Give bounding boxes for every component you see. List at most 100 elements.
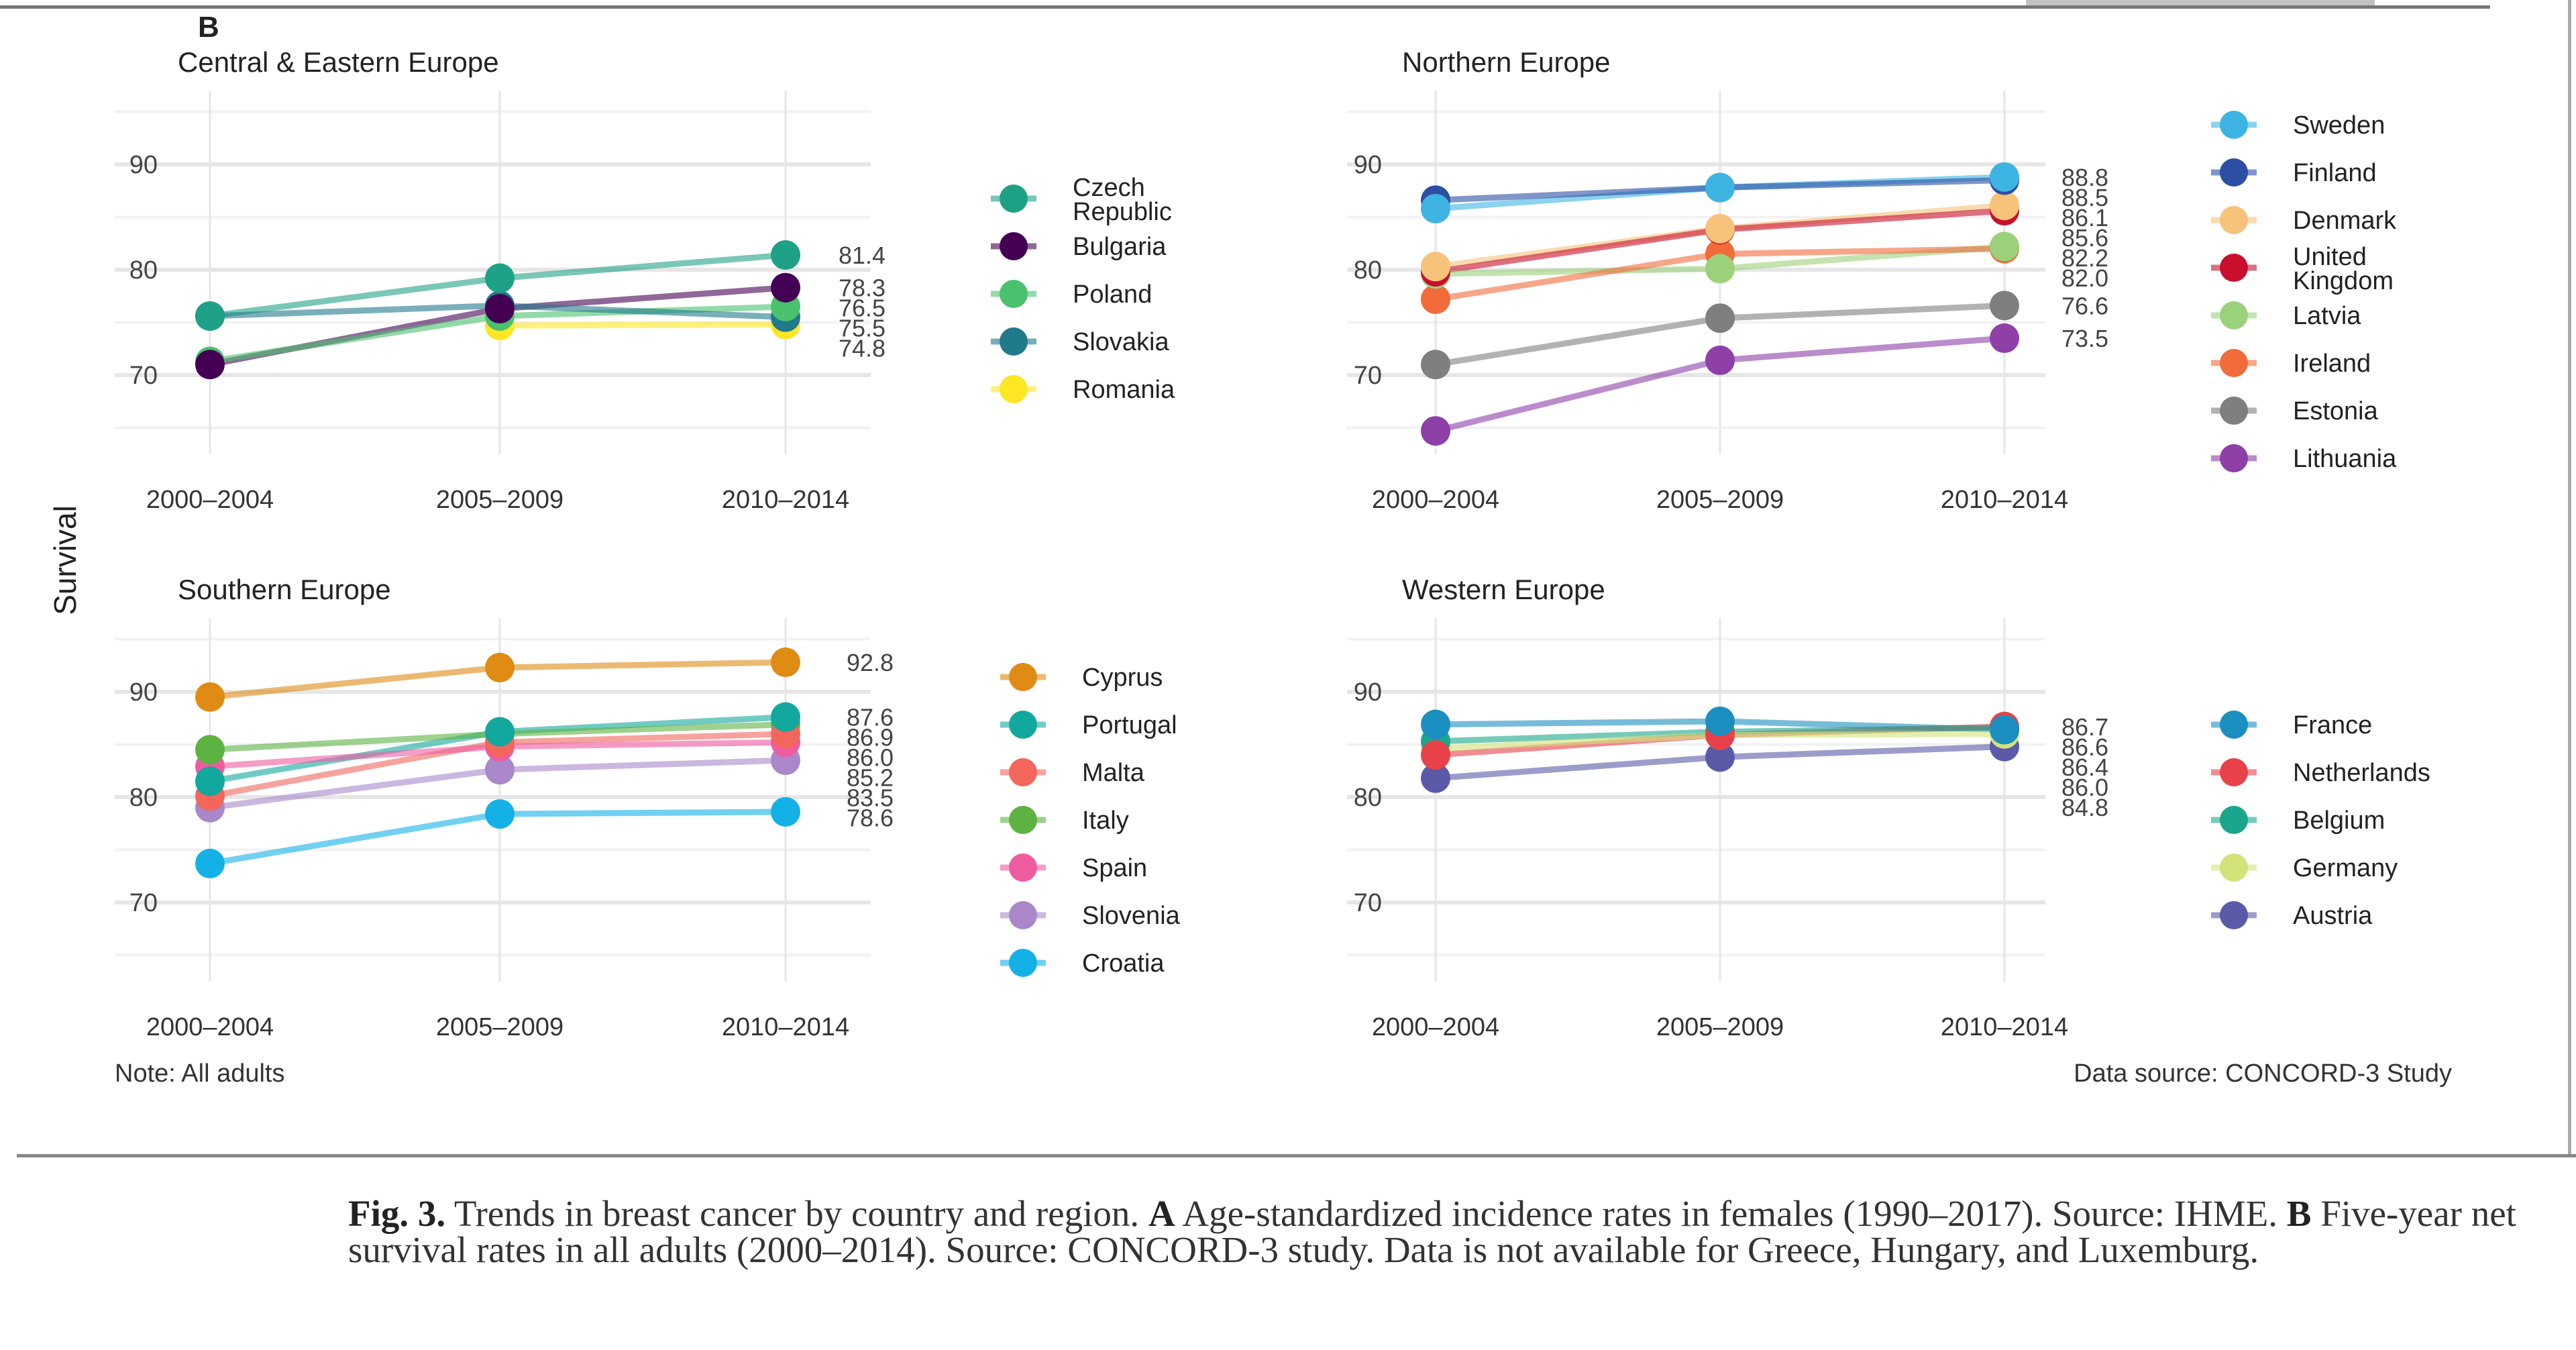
end-value-label: 92.8 — [847, 649, 894, 676]
x-tick-label: 2010–2014 — [722, 486, 849, 514]
legend-swatch — [2220, 397, 2248, 425]
panel-central-eastern-europe: Central & Eastern Europe 70 80 90 2000–2004 2… — [115, 46, 1175, 514]
end-value-label: 87.6 — [847, 704, 894, 731]
end-value-label: 73.5 — [2061, 325, 2108, 352]
data-point-lithuania — [1421, 416, 1450, 446]
end-value-label: 86.6 — [2061, 733, 2108, 761]
legend-label: Netherlands — [2293, 759, 2430, 787]
end-value-label: 78.6 — [847, 804, 894, 832]
legend-swatch — [2220, 158, 2248, 187]
series-line-romania — [499, 321, 786, 329]
legend-swatch — [1000, 280, 1028, 308]
legend-label: France — [2293, 711, 2372, 739]
end-value-label: 82.0 — [2061, 264, 2108, 292]
data-point-france — [1990, 715, 2019, 745]
end-value-label: 86.7 — [2061, 713, 2108, 741]
x-tick-label: 2005–2009 — [436, 486, 564, 514]
y-tick-label: 70 — [129, 362, 158, 390]
data-point-latvia — [1705, 254, 1735, 284]
data-point-lithuania — [1705, 346, 1735, 376]
legend-label: Spain — [1082, 854, 1147, 882]
legend-label: Portugal — [1082, 711, 1177, 739]
legend-item: Netherlands — [2211, 758, 2430, 787]
y-axis-label: Survival — [48, 505, 83, 615]
y-tick-label: 70 — [1354, 362, 1382, 390]
legend-label: Sweden — [2293, 111, 2385, 140]
end-value-label: 86.4 — [2061, 754, 2108, 781]
legend-item: Malta — [1000, 758, 1145, 787]
data-point-austria — [1421, 763, 1450, 793]
legend-swatch — [1009, 901, 1037, 929]
legend-item: Finland — [2211, 158, 2377, 187]
legend-swatch — [1009, 711, 1037, 739]
legend-item: Cyprus — [1000, 663, 1163, 692]
legend-swatch — [2220, 806, 2248, 834]
figure-caption: Fig. 3. Trends in breast cancer by count… — [348, 1193, 2575, 1268]
legend-label: Poland — [1073, 280, 1152, 309]
legend-label: Estonia — [2293, 397, 2379, 425]
end-value-label: 76.5 — [839, 295, 885, 322]
data-point-bulgaria — [771, 272, 800, 303]
legend-item: Ireland — [2211, 349, 2371, 378]
data-point-czech-republic — [195, 301, 225, 331]
legend-swatch — [1000, 375, 1028, 403]
legend-label: Denmark — [2293, 207, 2397, 235]
legend-item: Czech Republic — [991, 174, 1172, 226]
legend-label: Lithuania — [2293, 445, 2397, 473]
legend-swatch — [1000, 232, 1028, 260]
data-point-slovenia — [485, 755, 515, 785]
legend-swatch — [1009, 853, 1037, 882]
legend-item: Portugal — [1000, 711, 1177, 739]
data-point-denmark — [1990, 191, 2019, 221]
end-value-label: 78.3 — [839, 274, 885, 302]
legend-item: Belgium — [2211, 806, 2385, 835]
legend-swatch — [2220, 301, 2248, 329]
end-value-label: 86.0 — [2061, 774, 2108, 801]
end-value-label: 88.8 — [2061, 164, 2108, 191]
legend-item: United Kingdom — [2211, 243, 2394, 295]
end-value-label: 86.0 — [847, 744, 894, 772]
data-point-cyprus — [195, 682, 225, 712]
caption-part-b: B — [2286, 1193, 2312, 1234]
data-point-croatia — [771, 796, 800, 827]
caption-part-a: A — [1148, 1193, 1175, 1234]
y-tick-label: 70 — [1354, 889, 1382, 917]
legend-label: Ireland — [2293, 350, 2371, 378]
panel-title: Southern Europe — [178, 574, 391, 605]
panel-bottom-border — [17, 1154, 2576, 1157]
end-value-label: 86.9 — [847, 724, 894, 751]
end-value-label: 85.6 — [2061, 224, 2108, 252]
x-tick-label: 2005–2009 — [436, 1013, 564, 1041]
end-value-label: 81.4 — [839, 242, 885, 269]
y-tick-label: 90 — [1354, 151, 1382, 179]
legend-swatch — [1009, 663, 1037, 691]
end-value-label: 74.8 — [839, 335, 885, 362]
panel-western-europe: Western Europe 70 80 90 2000–2004 2005–2009 20… — [1347, 574, 2430, 1041]
data-point-denmark — [1421, 252, 1450, 282]
end-value-label: 86.1 — [2061, 204, 2108, 231]
y-tick-label: 80 — [1354, 784, 1382, 812]
legend-swatch — [1009, 949, 1037, 977]
legend-swatch — [1000, 185, 1028, 213]
legend-item: Denmark — [2211, 206, 2397, 235]
legend-label: Bulgaria — [1073, 233, 1167, 261]
x-tick-label: 2005–2009 — [1656, 486, 1784, 514]
data-point-sweden — [1421, 193, 1450, 223]
legend-label: Italy — [1082, 807, 1129, 835]
legend-item: Estonia — [2211, 397, 2379, 425]
data-point-croatia — [485, 799, 515, 829]
data-point-cyprus — [771, 647, 800, 678]
data-point-portugal — [195, 766, 225, 796]
data-point-denmark — [1705, 213, 1735, 244]
legend-label: Cyprus — [1082, 664, 1163, 692]
legend-swatch — [2220, 711, 2248, 739]
end-value-label: 76.6 — [2061, 292, 2108, 319]
x-tick-label: 2010–2014 — [1941, 1013, 2068, 1041]
legend-label: Belgium — [2293, 807, 2385, 835]
data-point-croatia — [195, 848, 225, 878]
survival-figure: B Survival Note: All adults Data source:… — [48, 11, 2452, 1088]
x-tick-label: 2000–2004 — [1372, 486, 1499, 514]
legend-item: Latvia — [2211, 301, 2361, 330]
legend-swatch — [1009, 806, 1037, 834]
end-value-label: 83.5 — [847, 784, 894, 812]
